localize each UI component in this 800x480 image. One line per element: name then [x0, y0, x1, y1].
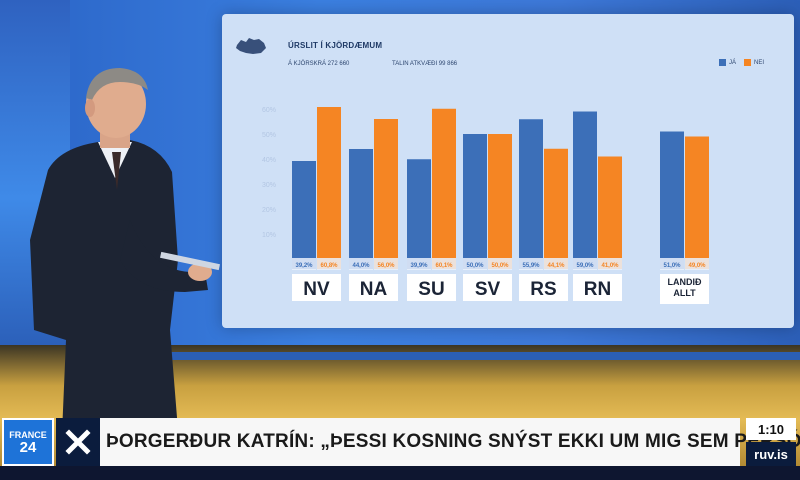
channel-logo: FRANCE 24	[2, 418, 54, 466]
bar-no	[685, 136, 709, 269]
bottom-strip	[0, 466, 800, 480]
bar-no	[598, 156, 622, 269]
category-label: NA	[360, 279, 388, 300]
x-logo-icon	[56, 418, 100, 466]
category-label: RN	[584, 279, 611, 300]
data-label-bg	[660, 258, 684, 270]
bar-yes	[660, 131, 684, 269]
legend-yes: JÁ	[718, 59, 736, 66]
category-box	[573, 274, 622, 301]
category-label: SU	[418, 279, 444, 300]
category-box	[519, 274, 568, 301]
category-box	[660, 274, 709, 304]
legend-no: NEI	[743, 59, 764, 66]
category-label: LANDIÐ	[668, 277, 702, 287]
data-label-bg	[432, 258, 456, 270]
bar-no	[488, 134, 512, 269]
y-tick-label: 60%	[262, 107, 276, 114]
category-box	[292, 274, 341, 301]
category-box	[463, 274, 512, 301]
data-label-bg	[292, 258, 316, 270]
data-label: 51,0%	[663, 263, 681, 269]
bar-yes	[573, 111, 597, 269]
y-tick-label: 50%	[262, 132, 276, 139]
data-label: 55,9%	[522, 263, 540, 269]
y-tick-label: 30%	[262, 182, 276, 189]
data-label-bg	[349, 258, 373, 270]
bar-yes	[519, 119, 543, 269]
data-label-bg	[598, 258, 622, 270]
data-label: 39,9%	[410, 263, 428, 269]
bar-no	[374, 119, 398, 269]
results-bar-chart: 60% 50% 40% 30% 20% 10% 39,2% 60,8% NV 44,0% 56,0%…	[262, 107, 709, 304]
iceland-map-icon	[236, 38, 266, 54]
bar-yes	[349, 149, 373, 269]
data-label: 60,1%	[435, 263, 453, 269]
bar-yes	[463, 134, 487, 269]
data-label: 59,0%	[576, 263, 594, 269]
data-label: 56,0%	[377, 263, 395, 269]
cross-icon	[65, 429, 91, 455]
data-label-bg	[544, 258, 568, 270]
bar-no	[544, 148, 568, 269]
y-tick-label: 20%	[262, 207, 276, 214]
bar-no	[317, 107, 341, 269]
category-label: RS	[530, 279, 556, 300]
y-tick-label: 10%	[262, 232, 276, 239]
data-label: 50,0%	[491, 263, 509, 269]
source-badge: ruv.is	[746, 442, 796, 466]
counted-votes: TALIN ATKVÆÐI 99 866	[392, 61, 458, 67]
headline-text: ÞORGERÐUR KATRÍN: „ÞESSI KOSNING SNÝST E…	[106, 431, 800, 452]
data-label-bg	[374, 258, 398, 270]
data-label-bg	[519, 258, 543, 270]
data-label-bg	[488, 258, 512, 270]
data-label-bg	[463, 258, 487, 270]
data-label: 60,8%	[320, 263, 338, 269]
presenter	[30, 68, 220, 480]
y-tick-label: 40%	[262, 157, 276, 164]
bar-yes	[407, 159, 431, 269]
data-label-bg	[573, 258, 597, 270]
floor-strip	[170, 352, 800, 360]
chart-legend: JÁ NEI	[718, 59, 764, 66]
data-label: 41,0%	[601, 263, 619, 269]
chart-title: ÚRSLIT Í KJÖRDÆMUM	[288, 41, 383, 50]
data-label: 39,2%	[295, 263, 313, 269]
data-label: 44,0%	[352, 263, 370, 269]
headline-bar: ÞORGERÐUR KATRÍN: „ÞESSI KOSNING SNÝST E…	[100, 418, 800, 466]
presentation-screen: ÚRSLIT Í KJÖRDÆMUM Á KJÖRSKRÁ 272 660 TA…	[222, 14, 794, 328]
bar-yes	[292, 161, 316, 269]
data-label-bg	[407, 258, 431, 270]
data-label: 50,0%	[466, 263, 484, 269]
time-badge: 1:10	[746, 418, 796, 440]
category-box	[407, 274, 456, 301]
category-label: NV	[303, 279, 330, 300]
category-label: ALLT	[673, 288, 696, 298]
bar-no	[432, 108, 456, 269]
data-label: 49,0%	[688, 263, 706, 269]
data-label: 44,1%	[547, 263, 565, 269]
data-label-bg	[317, 258, 341, 270]
category-label: SV	[475, 279, 501, 300]
category-box	[349, 274, 398, 301]
registered-voters: Á KJÖRSKRÁ 272 660	[288, 61, 350, 67]
data-label-bg	[685, 258, 709, 270]
